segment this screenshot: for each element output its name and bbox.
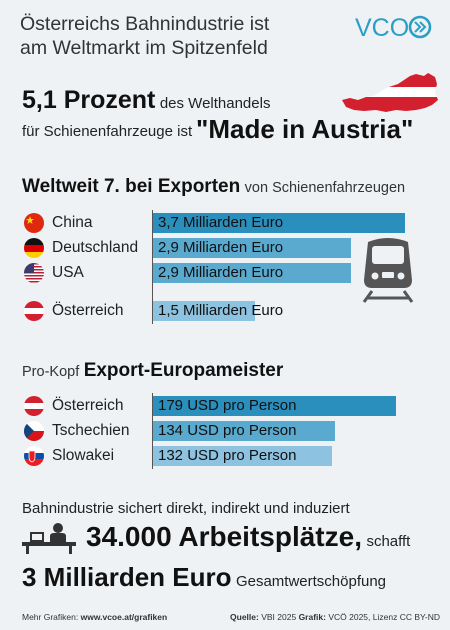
headline-percent: 5,1 Prozent	[22, 86, 156, 114]
bar-tschechien	[153, 421, 335, 441]
footer-source: Quelle: VBI 2025 Grafik: VCÖ 2025, Lizen…	[230, 612, 440, 622]
value-label-oesterreich: 1,5 Milliarden Euro	[158, 302, 284, 319]
category-label-usa: USA	[52, 264, 84, 281]
export-section-title-bold: Weltweit 7. bei Exporten	[22, 176, 241, 197]
footer-graphic-label: Grafik:	[298, 612, 326, 622]
headline-percent-suffix: des Welthandels	[159, 95, 271, 112]
headline-made-in-austria: "Made in Austria"	[196, 114, 414, 144]
category-label-oesterreich: Österreich	[52, 302, 124, 319]
austria-map-icon	[340, 70, 440, 119]
value-suffix: Gesamtwertschöpfung	[235, 573, 387, 590]
headline-line-1: 5,1 Prozent des Welthandels	[22, 86, 270, 115]
footer-more-label: Mehr Grafiken:	[22, 612, 79, 622]
title-line-1: Österreichs Bahnindustrie ist	[20, 13, 270, 35]
bar-usa	[153, 263, 351, 283]
footer-link[interactable]: www.vcoe.at/grafiken	[80, 612, 168, 622]
chart-axis-line	[152, 393, 153, 469]
chart-axis-line	[152, 210, 153, 324]
title-line-2: am Weltmarkt im Spitzenfeld	[20, 37, 268, 59]
category-label-deutschland: Deutschland	[52, 239, 139, 256]
export-section-title: Weltweit 7. bei Exporten von Schienenfah…	[22, 176, 405, 198]
value-amount: 3 Milliarden Euro	[22, 562, 232, 592]
export-section-title-rest: von Schienenfahrzeugen	[244, 180, 406, 196]
footer-more-graphics: Mehr Grafiken: www.vcoe.at/grafiken	[22, 612, 167, 622]
flag-oesterreich-icon	[24, 396, 44, 416]
train-icon	[358, 236, 418, 309]
category-label-oesterreich: Österreich	[52, 397, 124, 414]
bar-oesterreich	[153, 396, 396, 416]
vco-logo: VCO	[355, 14, 435, 42]
headline-line-2: für Schienenfahrzeuge ist	[22, 123, 193, 140]
footer-graphic-value: VCÖ 2025, Lizenz CC BY-ND	[328, 612, 440, 622]
page-title: Österreichs Bahnindustrie ist am Weltmar…	[20, 12, 269, 60]
flag-deutschland-icon	[24, 238, 44, 258]
vco-logo-text: VCO	[355, 15, 409, 39]
value-label-tschechien: 134 USD pro Person	[158, 422, 297, 439]
jobs-line: 34.000 Arbeitsplätze, schafft	[86, 521, 410, 553]
flag-slowakei-icon	[24, 446, 44, 466]
value-label-china: 3,7 Milliarden Euro	[158, 214, 284, 231]
bar-deutschland	[153, 238, 351, 258]
category-label-tschechien: Tschechien	[52, 422, 130, 439]
value-label-slowakei: 132 USD pro Person	[158, 447, 297, 464]
jobs-value: 34.000 Arbeitsplätze,	[86, 521, 362, 552]
flag-oesterreich-icon	[24, 301, 44, 321]
footer-source-label: Quelle:	[230, 612, 259, 622]
flag-usa-icon	[24, 263, 44, 283]
flag-tschechien-icon	[24, 421, 44, 441]
footer-source-value: VBI 2025	[261, 612, 297, 622]
vco-logo-graphic: VCO	[355, 14, 432, 42]
value-label-oesterreich: 179 USD pro Person	[158, 397, 297, 414]
jobs-suffix: schafft	[366, 533, 411, 550]
bar-china	[153, 213, 405, 233]
europe-section-prefix: Pro-Kopf	[22, 364, 80, 380]
value-line: 3 Milliarden Euro Gesamtwertschöpfung	[22, 562, 386, 593]
value-label-deutschland: 2,9 Milliarden Euro	[158, 239, 284, 256]
office-worker-icon	[22, 522, 78, 559]
category-label-china: China	[52, 214, 93, 231]
value-label-usa: 2,9 Milliarden Euro	[158, 264, 284, 281]
bar-slowakei	[153, 446, 332, 466]
bar-oesterreich	[153, 301, 255, 321]
europe-section-title-bold: Export-Europameister	[83, 360, 284, 381]
flag-china-icon	[24, 213, 44, 233]
europe-section-title: Pro-Kopf Export-Europameister	[22, 360, 283, 382]
category-label-slowakei: Slowakei	[52, 447, 115, 464]
bottom-line-1: Bahnindustrie sichert direkt, indirekt u…	[22, 500, 350, 517]
